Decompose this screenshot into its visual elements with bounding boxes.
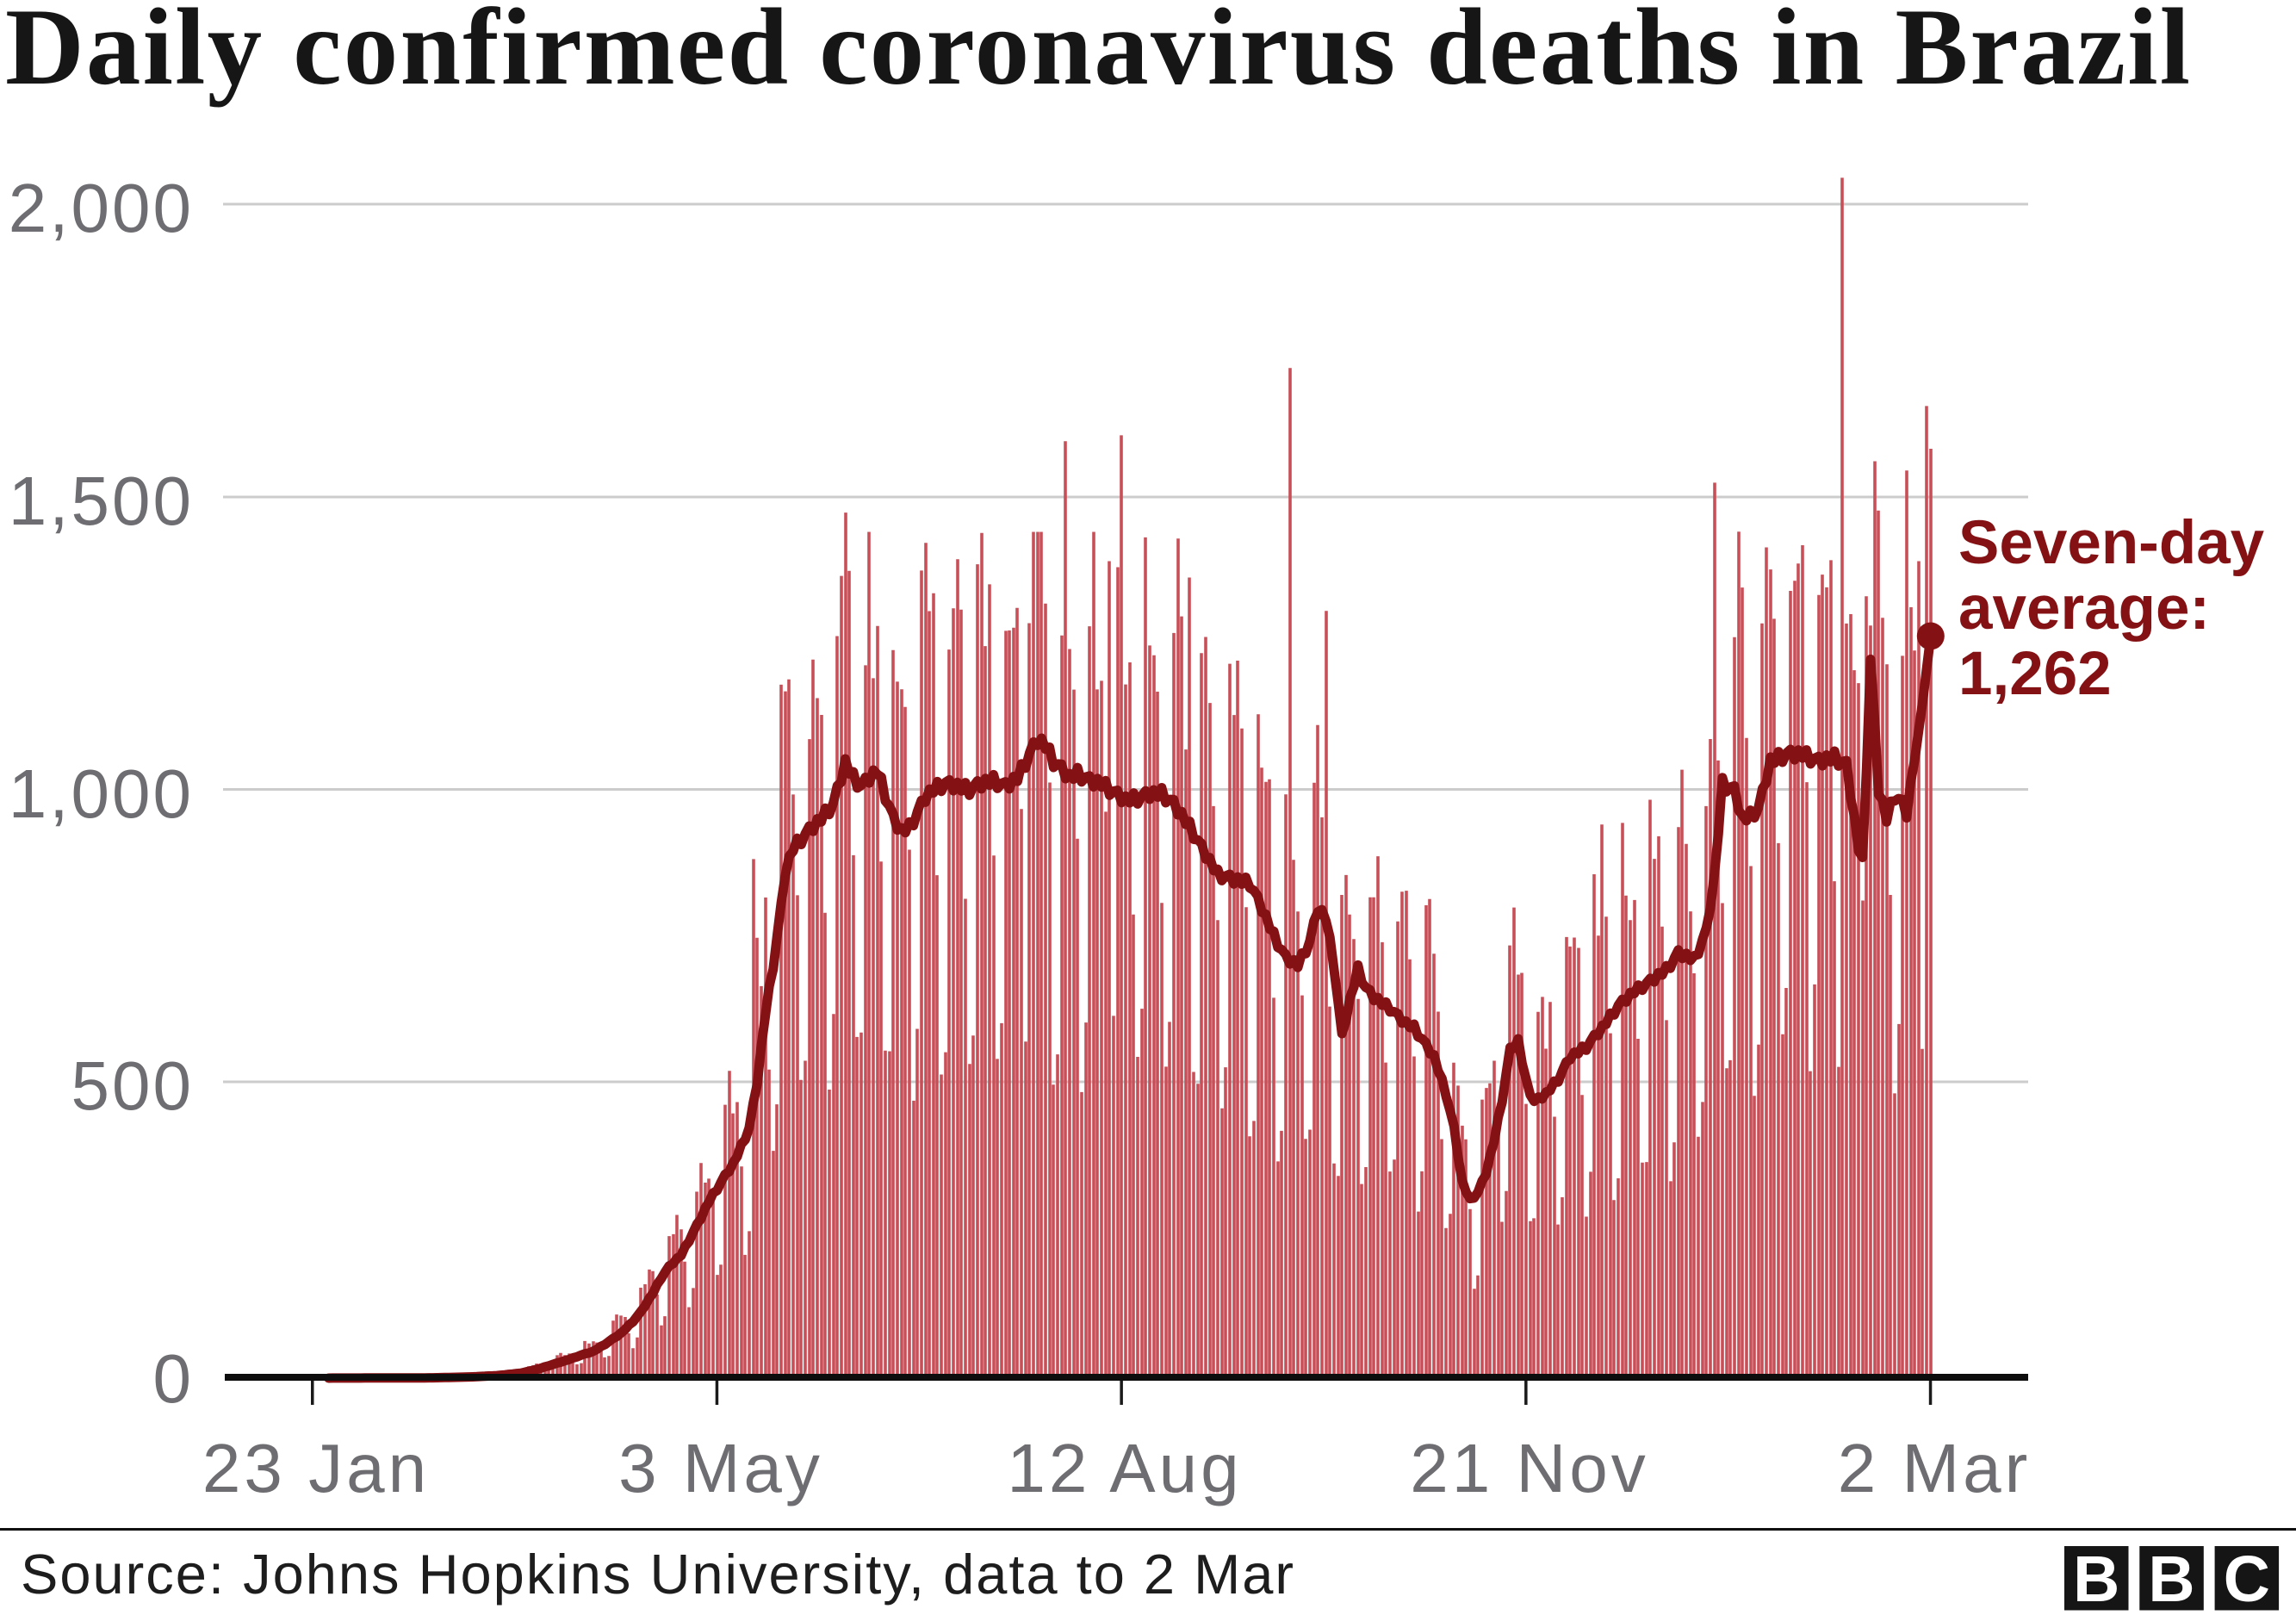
svg-text:1,500: 1,500 [9,463,194,539]
svg-text:2 Mar: 2 Mar [1838,1430,2032,1506]
svg-text:Daily confirmed coronavirus de: Daily confirmed coronavirus deaths in Br… [5,0,2190,108]
svg-text:21 Nov: 21 Nov [1410,1430,1648,1506]
svg-text:3 May: 3 May [618,1430,823,1506]
svg-text:500: 500 [71,1047,194,1124]
svg-text:average:: average: [1958,575,2210,643]
svg-text:23 Jan: 23 Jan [202,1430,430,1506]
svg-text:B: B [2148,1543,2194,1615]
svg-text:0: 0 [153,1340,195,1417]
svg-text:Source: Johns Hopkins Universi: Source: Johns Hopkins University, data t… [21,1543,1295,1606]
svg-text:1,000: 1,000 [9,755,194,832]
svg-text:C: C [2224,1543,2270,1615]
svg-text:Seven-day: Seven-day [1958,509,2265,577]
svg-text:1,262: 1,262 [1958,640,2112,708]
svg-text:B: B [2073,1543,2119,1615]
svg-text:12 Aug: 12 Aug [1007,1430,1242,1506]
svg-text:2,000: 2,000 [9,170,194,246]
